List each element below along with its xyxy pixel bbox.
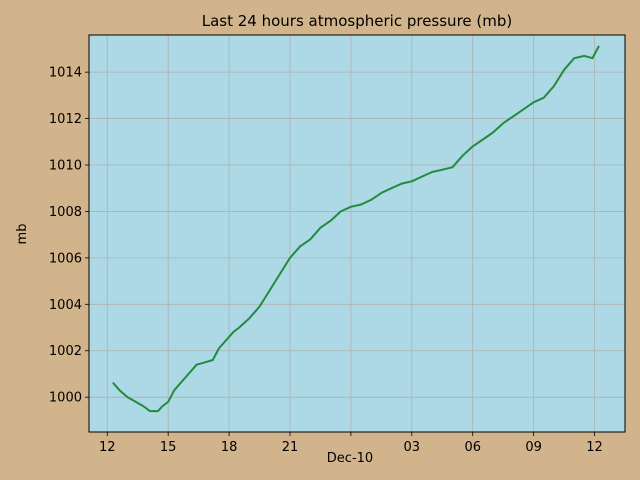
axis-ticks: 12 15 18 21 03 06 09 12 1000 1002 1004 1006 1008 1010… <box>49 66 603 455</box>
y-tick-label: 1012 <box>49 112 82 127</box>
y-tick-label: 1014 <box>49 66 82 81</box>
y-tick-label: 1006 <box>49 251 82 266</box>
chart-title: Last 24 hours atmospheric pressure (mb) <box>202 12 513 30</box>
y-tick-label: 1010 <box>49 159 82 174</box>
x-tick-label: 09 <box>525 440 542 455</box>
grid-lines <box>89 35 625 432</box>
x-tick-label: 12 <box>99 440 116 455</box>
plot-area <box>89 35 625 432</box>
y-tick-label: 1004 <box>49 298 82 313</box>
x-tick-label: 18 <box>221 440 238 455</box>
x-tick-label: 12 <box>586 440 603 455</box>
plot-frame <box>88 34 626 433</box>
x-tick-label: 06 <box>464 440 481 455</box>
x-tick-label: 21 <box>282 440 299 455</box>
y-tick-label: 1000 <box>49 391 82 406</box>
pressure-series-line <box>112 45 600 413</box>
x-tick-label: 15 <box>160 440 177 455</box>
x-axis-label: Dec-10 <box>327 451 373 466</box>
y-tick-label: 1002 <box>49 344 82 359</box>
x-tick-label: 03 <box>404 440 421 455</box>
series-layer <box>112 45 600 413</box>
y-axis-label: mb <box>15 224 30 245</box>
y-tick-label: 1008 <box>49 205 82 220</box>
